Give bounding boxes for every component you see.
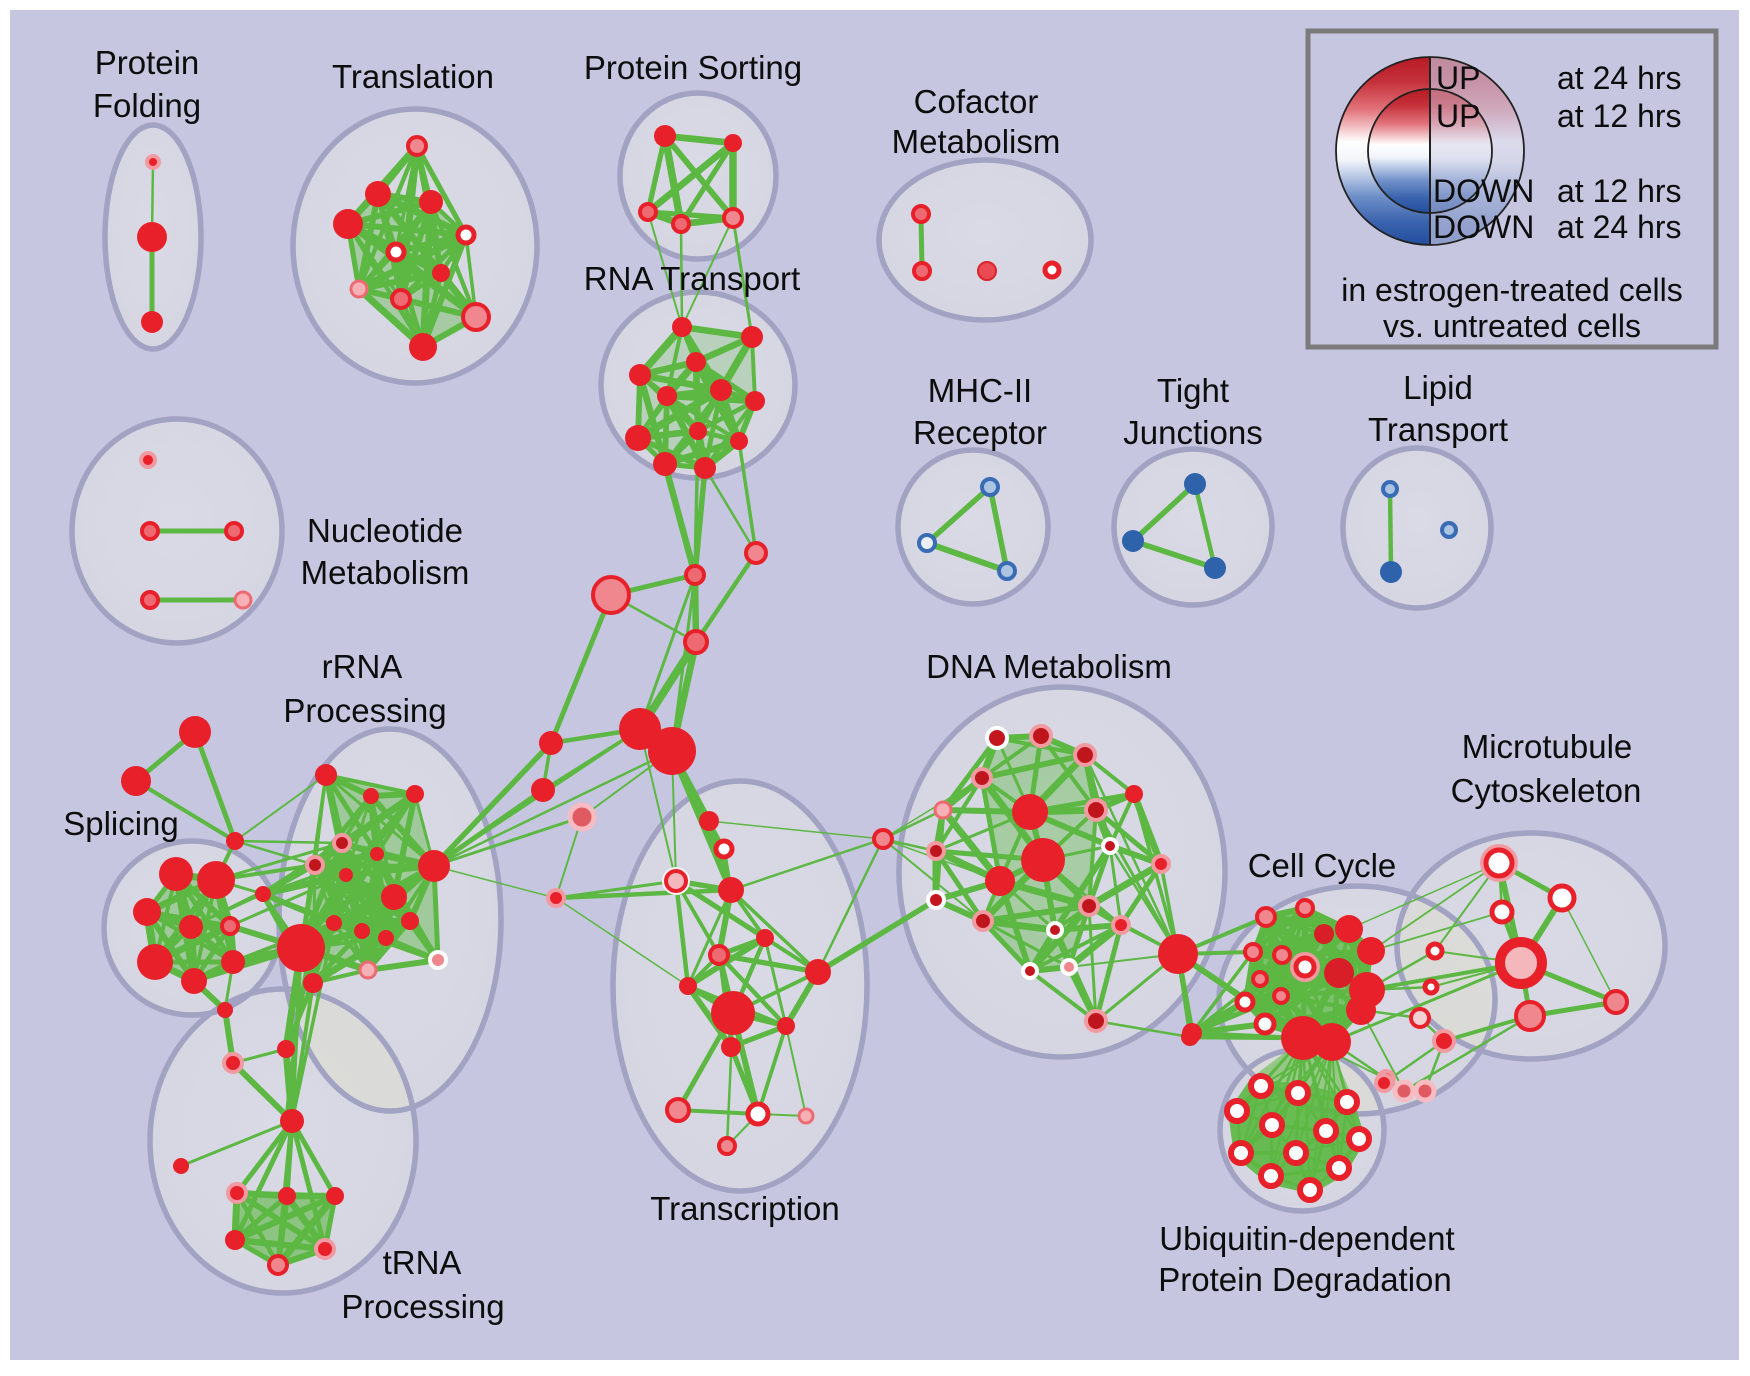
svg-text:DOWN: DOWN (1433, 209, 1534, 245)
svg-text:at 24 hrs: at 24 hrs (1557, 209, 1682, 245)
svg-text:in estrogen-treated cells: in estrogen-treated cells (1341, 272, 1683, 308)
svg-text:Metabolism: Metabolism (301, 554, 470, 591)
svg-text:at 24 hrs: at 24 hrs (1557, 60, 1682, 96)
svg-text:MHC-II: MHC-II (928, 372, 1032, 409)
svg-text:Protein: Protein (95, 44, 200, 81)
svg-text:UP: UP (1436, 98, 1480, 134)
svg-text:tRNA: tRNA (383, 1244, 462, 1281)
svg-text:UP: UP (1436, 60, 1480, 96)
svg-text:Lipid: Lipid (1403, 369, 1473, 406)
svg-text:at 12 hrs: at 12 hrs (1557, 98, 1682, 134)
svg-text:DNA Metabolism: DNA Metabolism (926, 648, 1172, 685)
svg-text:Transcription: Transcription (650, 1190, 840, 1227)
svg-text:Ubiquitin-dependent: Ubiquitin-dependent (1159, 1220, 1454, 1257)
svg-text:Junctions: Junctions (1123, 414, 1262, 451)
svg-text:Folding: Folding (93, 87, 201, 124)
svg-text:DOWN: DOWN (1433, 173, 1534, 209)
svg-text:Cofactor: Cofactor (914, 83, 1039, 120)
svg-text:Translation: Translation (332, 58, 494, 95)
svg-text:Receptor: Receptor (913, 414, 1047, 451)
svg-text:at 12 hrs: at 12 hrs (1557, 173, 1682, 209)
svg-text:Cell Cycle: Cell Cycle (1248, 847, 1397, 884)
svg-text:Microtubule: Microtubule (1462, 728, 1633, 765)
svg-text:RNA Transport: RNA Transport (584, 260, 800, 297)
svg-text:Protein Sorting: Protein Sorting (584, 49, 802, 86)
svg-text:Processing: Processing (283, 692, 446, 729)
svg-text:Metabolism: Metabolism (892, 123, 1061, 160)
svg-text:Protein Degradation: Protein Degradation (1158, 1261, 1452, 1298)
svg-text:Processing: Processing (341, 1288, 504, 1325)
svg-text:Cytoskeleton: Cytoskeleton (1451, 772, 1642, 809)
svg-text:Tight: Tight (1157, 372, 1229, 409)
svg-text:Nucleotide: Nucleotide (307, 512, 463, 549)
svg-text:Splicing: Splicing (63, 805, 179, 842)
svg-text:Transport: Transport (1368, 411, 1508, 448)
svg-text:rRNA: rRNA (322, 648, 403, 685)
svg-text:vs. untreated cells: vs. untreated cells (1383, 308, 1641, 344)
